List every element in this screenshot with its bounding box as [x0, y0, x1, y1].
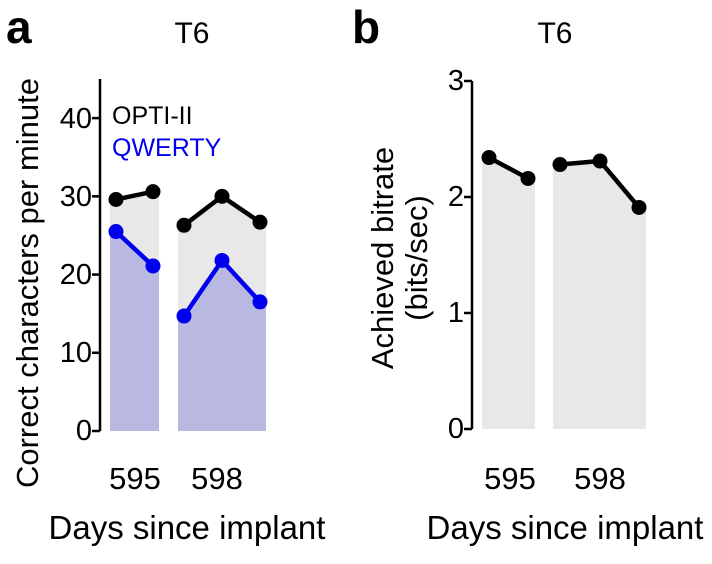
panel-a-letter: a [6, 1, 32, 53]
panel-b-marker-opti-ii-group-0-point-0 [481, 150, 497, 166]
panel-b-xtick-598: 598 [574, 461, 626, 496]
panel-b-marker-opti-ii-group-0-point-1 [520, 170, 536, 186]
panel-b-ytick-3: 3 [447, 65, 464, 97]
panel-b-y-axis-label: Achieved bitrate (bits/sec) [365, 113, 438, 403]
panel-a-ytick-40: 40 [59, 103, 92, 135]
panel-a-marker-qwerty-group-1-point-1 [214, 252, 230, 268]
panel-a-marker-opti-ii-group-0-point-1 [145, 184, 161, 200]
panel-a-marker-opti-ii-group-1-point-0 [176, 217, 192, 233]
panel-a-marker-qwerty-group-1-point-2 [252, 294, 268, 310]
panel-b-area-fill-opti-ii-group-0 [482, 157, 535, 429]
panel-a-marker-qwerty-group-0-point-0 [108, 224, 124, 240]
panel-b-area-fill-opti-ii-group-1 [553, 161, 646, 430]
panel-a-marker-opti-ii-group-0-point-0 [108, 191, 124, 207]
panel-a-area-fill-qwerty-group-0 [110, 231, 159, 431]
panel-b-letter: b [352, 1, 381, 53]
panel-b-y-axis-label-line2: (bits/sec) [399, 195, 434, 321]
panel-a-marker-qwerty-group-1-point-0 [176, 308, 192, 324]
panel-a-ytick-20: 20 [59, 259, 92, 291]
panel-b-marker-opti-ii-group-1-point-0 [552, 157, 568, 173]
panel-b-ytick-2: 2 [447, 181, 464, 213]
legend-label-opti-ii: OPTI-II [112, 102, 193, 130]
panel-b-marker-opti-ii-group-1-point-2 [631, 199, 647, 215]
panel-a-title: T6 [174, 17, 210, 50]
panel-a-x-axis-label: Days since implant [48, 509, 326, 546]
panel-a-xtick-595: 595 [109, 461, 161, 496]
panel-b-ytick-0: 0 [447, 413, 464, 445]
legend-label-qwerty: QWERTY [112, 134, 222, 162]
panel-b-marker-opti-ii-group-1-point-1 [592, 153, 608, 169]
panel-b-ytick-1: 1 [447, 297, 464, 329]
panel-b-x-axis-label: Days since implant [426, 509, 704, 546]
panel-a-ytick-10: 10 [59, 337, 92, 369]
panel-a-marker-qwerty-group-0-point-1 [145, 258, 161, 274]
panel-a-marker-opti-ii-group-1-point-2 [252, 214, 268, 230]
panel-a-xtick-598: 598 [191, 461, 243, 496]
panel-b-y-axis-label-line1: Achieved bitrate [365, 146, 400, 370]
panel-b-xtick-595: 595 [484, 461, 536, 496]
panel-a-ytick-30: 30 [59, 181, 92, 213]
panel-a-ytick-0: 0 [75, 415, 92, 447]
panel-a-area-fill-qwerty-group-1 [178, 260, 266, 431]
panel-a-marker-opti-ii-group-1-point-1 [214, 188, 230, 204]
panel-b-title: T6 [537, 17, 573, 50]
panel-a-line-qwerty-group-0 [113, 229, 156, 269]
